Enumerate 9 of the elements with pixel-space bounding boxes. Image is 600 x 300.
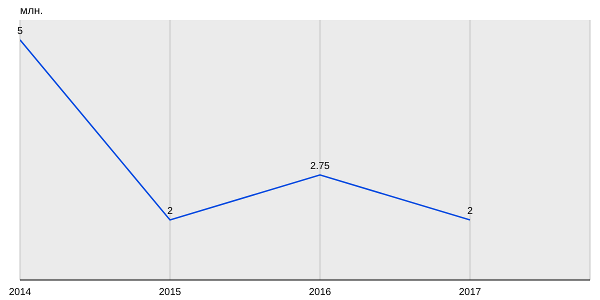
y-axis-title: млн. — [20, 5, 44, 17]
x-tick-label: 2016 — [308, 287, 332, 298]
x-tick-label: 2015 — [158, 287, 182, 298]
data-label: 2.75 — [310, 160, 330, 172]
x-tick-label: 2017 — [458, 287, 482, 298]
data-label: 5 — [17, 26, 24, 37]
data-label: 2 — [467, 206, 474, 217]
x-tick-label: 2014 — [8, 287, 32, 298]
data-label: 2 — [167, 206, 174, 217]
